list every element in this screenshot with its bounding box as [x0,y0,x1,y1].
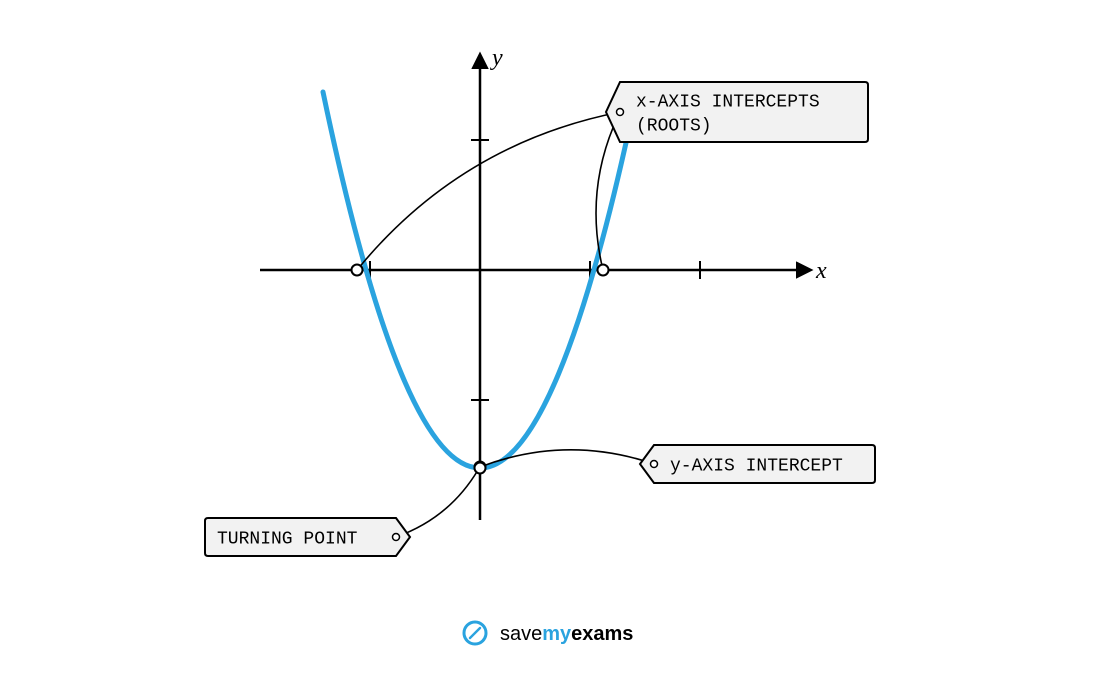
root-left-point [352,265,363,276]
leader-line [480,450,654,467]
tag-hole [617,109,624,116]
leader-line [396,470,478,537]
tag-hole [393,534,400,541]
x-axis-label: x [815,258,827,284]
leader-lines [357,112,654,537]
leader-line [357,112,620,270]
y-axis-label: y [490,45,503,71]
tag-turning-point-text: TURNING POINT [217,529,358,549]
logo-bolt-icon [470,628,480,638]
tag-hole [651,461,658,468]
tag-y-intercept-text: y-AXIS INTERCEPT [670,456,843,476]
tag-x-intercepts-text: x-AXIS INTERCEPTS [636,92,820,112]
diagram-canvas: x-AXIS INTERCEPTS (ROOTS) y-AXIS INTERCEPT… [0,0,1100,683]
tag-x-intercepts-text: (ROOTS) [636,116,712,136]
callout-tags: x-AXIS INTERCEPTS (ROOTS) y-AXIS INTERCEPT… [205,82,875,556]
brand-logo: savemyexams [464,622,633,645]
vertex-point [475,463,486,474]
root-right-point [598,265,609,276]
logo-text: savemyexams [500,623,633,645]
